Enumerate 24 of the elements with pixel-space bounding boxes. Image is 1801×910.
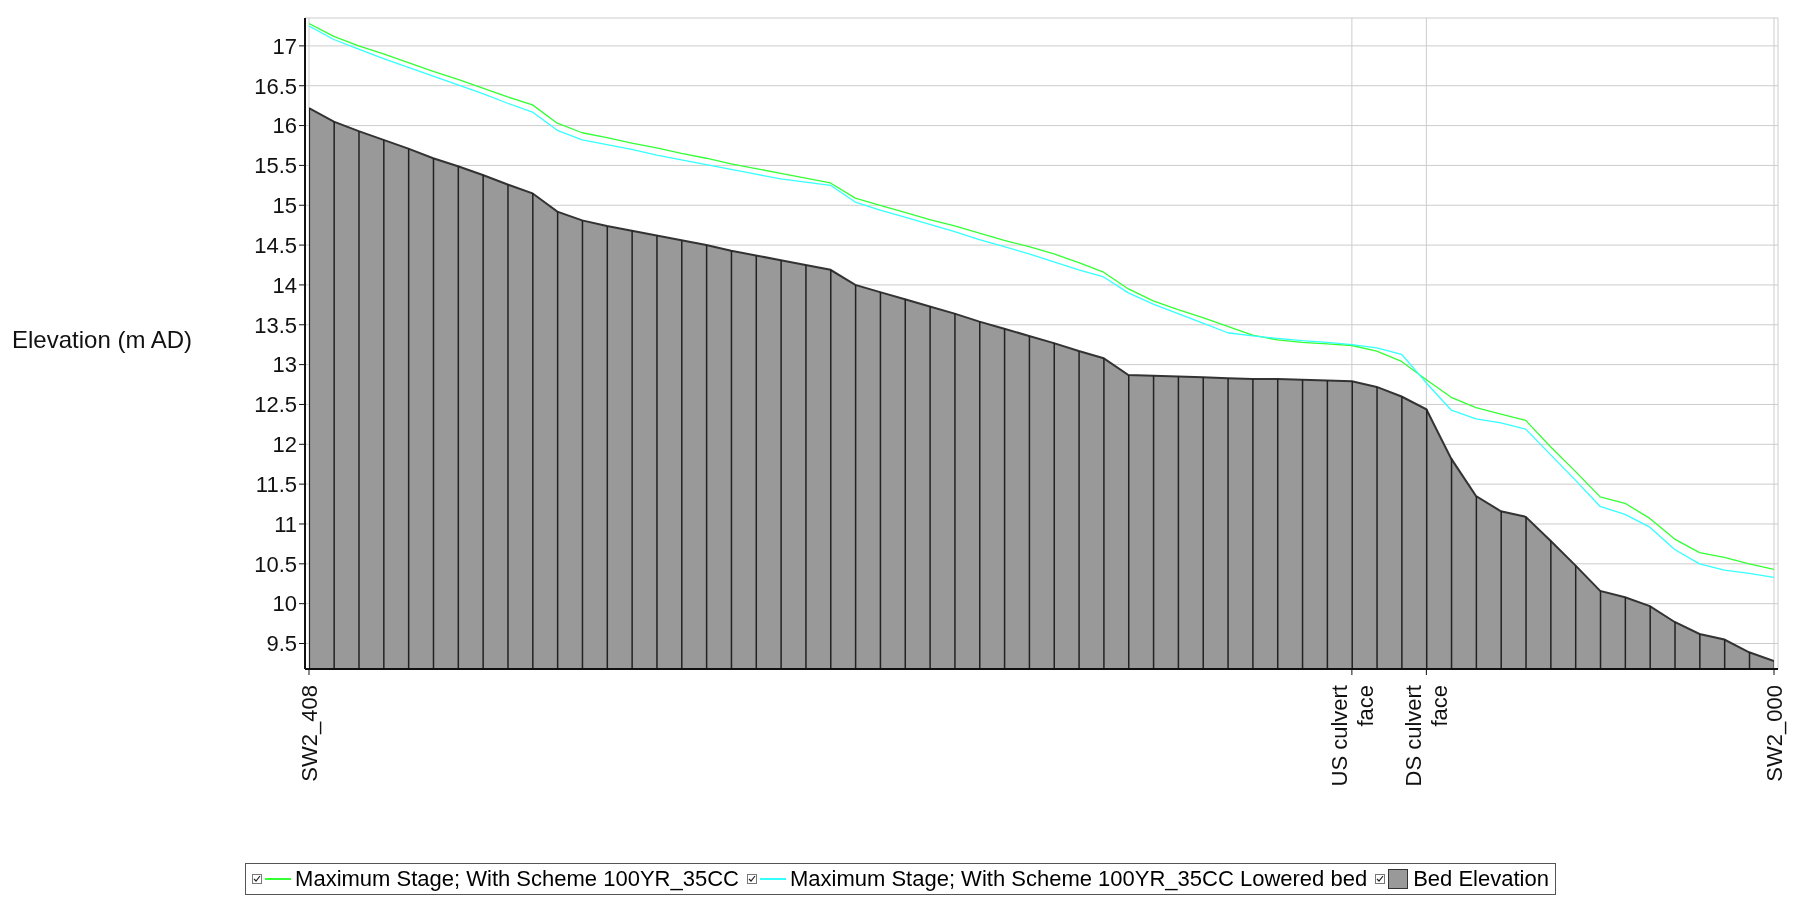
legend-label: Maximum Stage; With Scheme 100YR_35CC Lowered bed bbox=[789, 866, 1368, 892]
y-tick-label: 12 bbox=[272, 432, 297, 458]
y-tick-label: 10.5 bbox=[254, 551, 297, 577]
y-tick-label: 9.5 bbox=[266, 631, 297, 657]
x-tick-label: DS culvert face bbox=[1401, 685, 1453, 787]
y-axis-title: Elevation (m AD) bbox=[12, 326, 193, 354]
x-tick-label: SW2_000 bbox=[1762, 685, 1787, 782]
x-tick-label: US culvert face bbox=[1326, 685, 1378, 787]
x-tick-label: SW2_408 bbox=[297, 685, 322, 782]
y-tick-label: 15 bbox=[272, 193, 297, 219]
y-tick-label: 16.5 bbox=[254, 73, 297, 99]
y-tick-label: 10 bbox=[272, 591, 297, 617]
y-tick-label: 13.5 bbox=[254, 312, 297, 338]
y-tick-label: 11.5 bbox=[255, 471, 297, 497]
y-tick-label: 14 bbox=[272, 272, 297, 298]
y-tick-label: 16 bbox=[272, 113, 297, 139]
y-tick-label: 15.5 bbox=[254, 153, 297, 179]
legend-label: Maximum Stage; With Scheme 100YR_35CC bbox=[295, 866, 739, 892]
y-tick-label: 17 bbox=[272, 33, 297, 59]
legend-label: Bed Elevation bbox=[1413, 866, 1549, 892]
y-tick-label: 13 bbox=[272, 352, 297, 378]
y-tick-label: 11 bbox=[274, 511, 297, 537]
y-tick-label: 12.5 bbox=[254, 392, 297, 418]
y-tick-label: 14.5 bbox=[254, 232, 297, 258]
